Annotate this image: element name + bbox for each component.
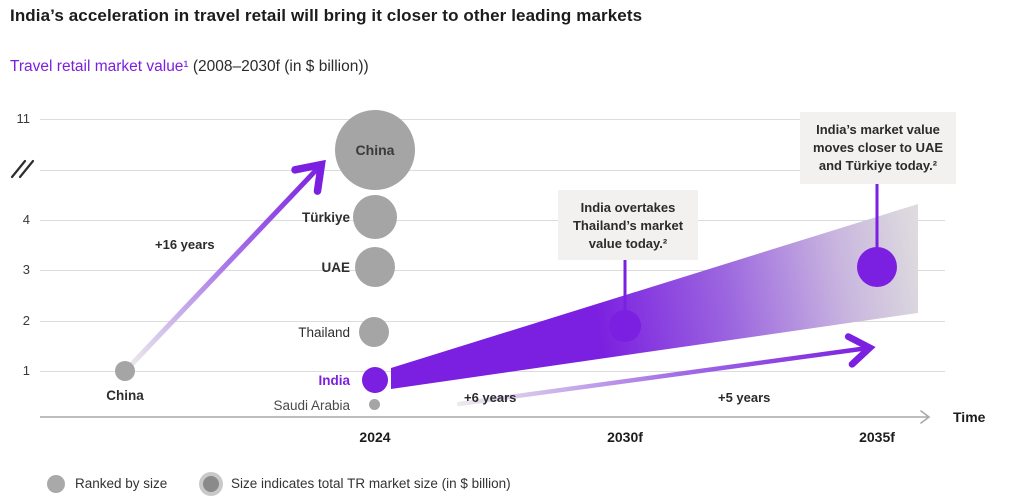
y-tick-label: 11 [16,111,31,126]
legend-ranked-by-size: Ranked by size [75,476,168,491]
x-tick-2030f: 2030f [607,429,643,445]
annotation-plus5-years: +5 years [718,390,771,405]
gridline [40,119,945,120]
y-tick-label: 4 [22,212,30,227]
gray-dot-icon [47,475,65,493]
gridline [40,220,945,221]
sized-dot-icon [199,472,223,496]
bubble-india-2024 [362,367,388,393]
bubble-china-2008 [115,361,135,381]
label-saudi-arabia: Saudi Arabia [273,398,350,413]
arrow-plus16-years [129,159,326,367]
bubble-saudi-arabia [369,399,380,410]
arrow-plus6-plus5-years [456,333,876,407]
page-title: India’s acceleration in travel retail wi… [10,6,643,25]
bubble-china-2024 [335,110,415,190]
gridline [40,321,945,322]
gridline [40,170,945,171]
label-china-2008: China [106,388,144,403]
growth-wedge [391,204,918,389]
bubble-turkiye [353,195,397,239]
gridline [40,270,945,271]
y-tick-label: 1 [22,363,30,378]
axis-break-icon [10,159,35,179]
y-tick-label: 3 [22,262,30,277]
label-uae: UAE [321,260,350,275]
chart-subtitle: Travel retail market value¹ (2008–2030f … [10,58,369,76]
x-tick-2024: 2024 [359,429,391,445]
time-axis-label: Time [953,409,986,425]
y-tick-label: 2 [22,313,30,328]
bubble-uae [355,247,395,287]
label-china-2024: China [355,142,395,158]
sized-dot-inner-icon [203,476,219,492]
callout-2035f: India’s market value moves closer to UAE… [800,112,956,184]
callout-2030f: India overtakes Thailand’s market value … [558,190,698,260]
label-thailand: Thailand [298,325,350,340]
annotation-plus6-years: +6 years [464,390,517,405]
bubble-india-2030f [609,310,641,342]
x-tick-2035f: 2035f [859,429,895,445]
chart-subtitle-rest: (2008–2030f (in $ billion)) [188,58,369,75]
bubble-thailand [359,317,389,347]
label-turkiye: Türkiye [301,210,350,225]
chart-subtitle-highlight: Travel retail market value¹ [10,58,189,75]
label-india: India [318,373,350,388]
annotation-plus16-years: +16 years [155,237,215,252]
bubble-india-2035f [857,247,897,287]
legend-size-indicates: Size indicates total TR market size (in … [231,476,511,491]
